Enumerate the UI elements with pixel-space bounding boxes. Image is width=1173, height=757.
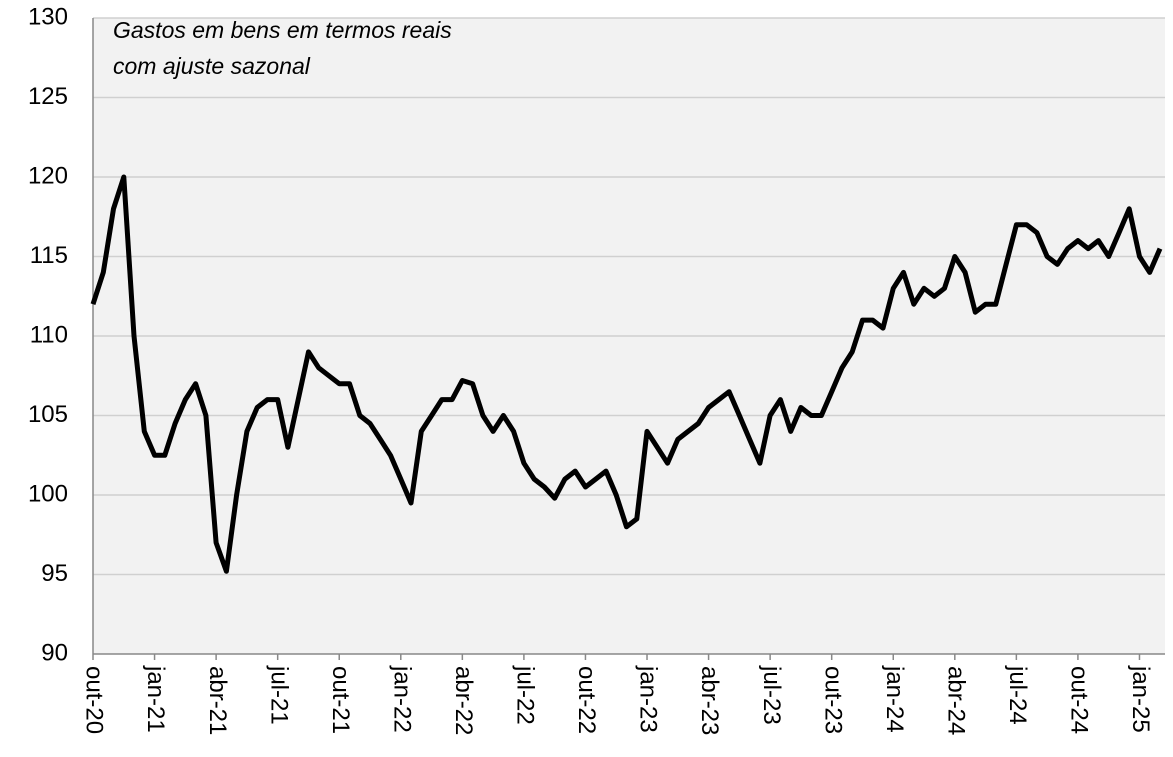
- x-tick-label: jul-24: [1004, 665, 1031, 725]
- x-tick-label: jan-21: [142, 665, 169, 733]
- x-tick-label: out-23: [819, 666, 846, 734]
- x-tick-label: jul-22: [512, 665, 539, 725]
- x-tick-label: abr-22: [450, 666, 477, 735]
- x-tick-label: out-24: [1066, 666, 1093, 734]
- x-tick-label: abr-21: [204, 666, 231, 735]
- x-tick-label: jan-25: [1127, 665, 1154, 733]
- data-line: [90, 174, 1163, 574]
- x-tick-label: jul-21: [265, 665, 292, 725]
- x-tick-label: jan-23: [635, 665, 662, 733]
- x-tick-label: jul-23: [758, 665, 785, 725]
- y-tick-label: 110: [30, 321, 68, 348]
- y-tick-label: 90: [41, 639, 68, 666]
- x-tick-label: jan-24: [881, 665, 908, 733]
- y-tick-label: 125: [28, 83, 68, 110]
- x-tick-label: out-20: [81, 666, 108, 734]
- annotation: com ajuste sazonal: [113, 53, 311, 79]
- x-tick-label: abr-23: [696, 666, 723, 735]
- y-tick-label: 120: [28, 162, 68, 189]
- y-tick-label: 105: [28, 401, 68, 428]
- x-tick-label: out-22: [573, 666, 600, 734]
- x-tick-label: out-21: [327, 666, 354, 734]
- y-tick-label: 95: [41, 560, 68, 587]
- y-tick-label: 130: [28, 3, 68, 30]
- annotation: Gastos em bens em termos reais: [113, 17, 452, 43]
- x-tick-label: abr-24: [942, 666, 969, 735]
- x-tick-label: jan-22: [388, 665, 415, 733]
- y-tick-label: 100: [28, 480, 68, 507]
- y-tick-label: 115: [30, 242, 68, 269]
